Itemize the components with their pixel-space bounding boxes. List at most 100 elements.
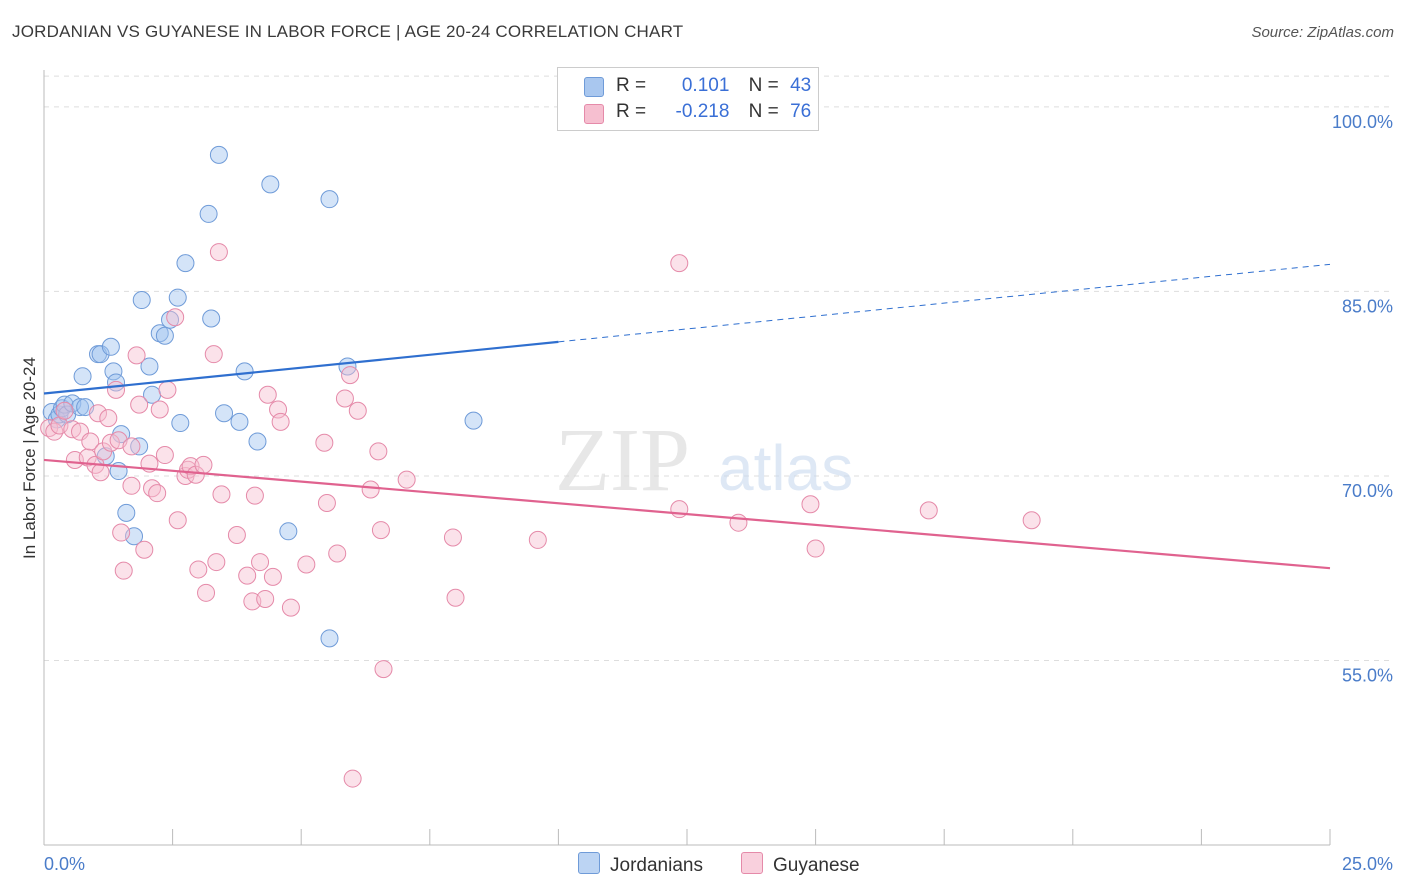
chart-title: JORDANIAN VS GUYANESE IN LABOR FORCE | A… <box>12 22 684 41</box>
scatter-point <box>150 324 169 343</box>
scatter-point <box>99 409 118 428</box>
bottom-legend-swatch <box>578 852 600 874</box>
bottom-legend-guyanese: Guyanese <box>741 852 860 877</box>
scatter-point <box>209 243 228 262</box>
scatter-point <box>209 145 228 164</box>
scatter-point <box>132 291 151 310</box>
scatter-points <box>40 145 1041 788</box>
scatter-point <box>251 553 270 572</box>
scatter-point <box>212 485 231 504</box>
x-tick-label: 25.0% <box>1342 854 1393 874</box>
scatter-point <box>670 500 689 519</box>
scatter-point <box>320 629 339 648</box>
scatter-point <box>89 404 108 423</box>
trend-line-guyanese <box>43 458 1331 570</box>
bottom-legend-label: Jordanians <box>610 855 703 876</box>
scatter-point <box>235 362 254 381</box>
scatter-point <box>166 308 185 327</box>
y-tick-label: 70.0% <box>1342 481 1393 501</box>
scatter-point <box>343 769 362 788</box>
legend-r-label: R = <box>616 75 647 96</box>
scatter-point <box>73 367 92 386</box>
scatter-point <box>371 521 390 540</box>
scatter-point <box>155 326 174 345</box>
legend-row-guyanese: R = -0.218 N = 76 <box>616 101 811 125</box>
y-axis-label: In Labor Force | Age 20-24 <box>20 357 39 559</box>
trend-lines <box>43 263 1331 570</box>
scatter-point <box>168 511 187 530</box>
scatter-point <box>317 494 336 513</box>
scatter-point <box>81 432 100 451</box>
scatter-point <box>140 357 159 376</box>
legend-n-value: 76 <box>790 101 812 122</box>
scatter-point <box>150 400 169 419</box>
scatter-point <box>71 398 90 417</box>
scatter-point <box>158 380 177 399</box>
scatter-point <box>446 588 465 607</box>
legend-n-label: N = <box>748 101 779 122</box>
scatter-point <box>143 479 162 498</box>
scatter-point <box>171 414 190 433</box>
scatter-point <box>348 401 367 420</box>
legend-n-value: 43 <box>790 75 812 96</box>
legend-r-value: -0.218 <box>675 101 730 122</box>
y-tick-label: 55.0% <box>1342 665 1393 685</box>
scatter-point <box>227 526 246 544</box>
scatter-point <box>130 437 149 456</box>
trend-line-jordanians-extension <box>558 263 1331 343</box>
scatter-point <box>104 362 123 381</box>
scatter-point <box>670 254 689 273</box>
scatter-point <box>199 204 218 223</box>
correlation-legend: R = 0.101 N = 43 R = -0.218 N = 76 <box>557 67 819 131</box>
scatter-point <box>729 513 748 532</box>
scatter-point <box>464 411 483 430</box>
y-tick-label: 100.0% <box>1332 112 1393 132</box>
legend-n-label: N = <box>748 75 779 96</box>
scatter-point <box>374 660 393 679</box>
scatter-point <box>40 418 59 437</box>
scatter-point <box>443 528 462 547</box>
trend-line-jordanians <box>43 340 559 395</box>
scatter-point <box>202 309 221 328</box>
scatter-point <box>91 345 110 364</box>
scatter-point <box>78 448 97 467</box>
scatter-point <box>101 337 120 356</box>
scatter-point <box>806 539 825 558</box>
scatter-point <box>215 404 234 423</box>
axes <box>43 70 1331 846</box>
scatter-point <box>297 555 316 574</box>
legend-swatch-jordanians <box>584 77 604 97</box>
watermark-zip: ZIP <box>555 411 690 510</box>
scatter-point <box>135 540 154 559</box>
scatter-point <box>335 389 354 408</box>
watermark-atlas: atlas <box>718 432 853 504</box>
scatter-point <box>148 484 167 503</box>
scatter-point <box>55 401 74 420</box>
scatter-point <box>281 598 300 617</box>
scatter-point <box>271 412 290 431</box>
x-tick-label: 0.0% <box>44 854 85 874</box>
scatter-point <box>248 432 267 451</box>
scatter-point <box>155 446 174 465</box>
scatter-point <box>238 566 257 585</box>
legend-swatch-guyanese <box>584 104 604 124</box>
scatter-point <box>112 523 131 542</box>
scatter-point <box>117 503 136 522</box>
scatter-point <box>230 412 249 431</box>
scatter-point <box>114 561 133 580</box>
scatter-point <box>197 583 216 602</box>
source-note: Source: ZipAtlas.com <box>1251 24 1394 41</box>
scatter-point <box>1022 511 1041 530</box>
bottom-legend-label: Guyanese <box>773 855 860 876</box>
scatter-point <box>194 455 213 474</box>
scatter-point <box>207 553 226 572</box>
scatter-point <box>256 589 275 608</box>
tick-labels: 55.0% 70.0% 85.0% 100.0% 0.0% 25.0% <box>44 112 1393 874</box>
legend-r-label: R = <box>616 101 647 122</box>
scatter-point <box>122 437 141 456</box>
legend-r-value: 0.101 <box>681 75 730 96</box>
scatter-point <box>361 480 380 499</box>
scatter-point <box>397 470 416 489</box>
scatter-point <box>261 175 280 194</box>
